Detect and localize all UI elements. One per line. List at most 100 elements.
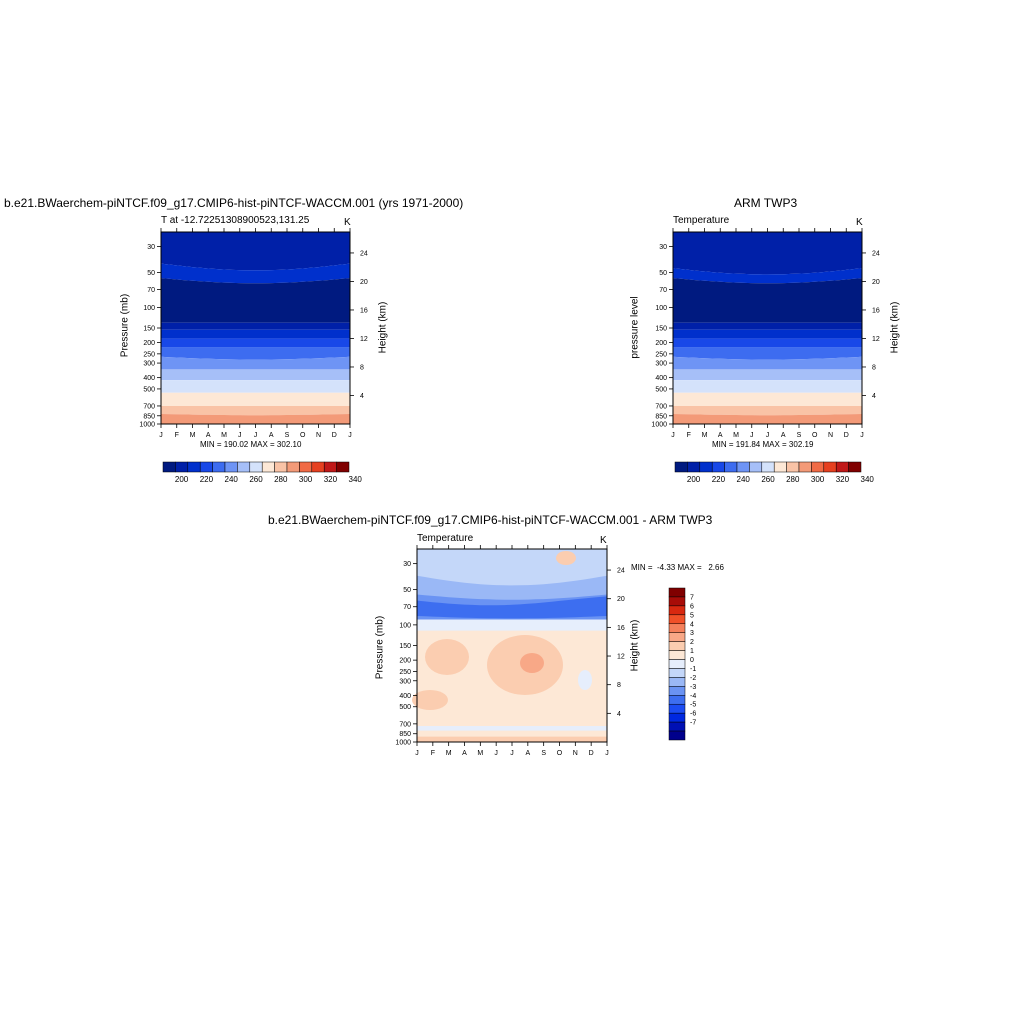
diff-band-4 (417, 619, 607, 631)
right-x-tick-label: J (766, 432, 770, 439)
right-colorbar-box (761, 461, 775, 473)
diff-colorbar-label: 1 (690, 648, 694, 655)
right-plot-title: ARM TWP3 (734, 196, 798, 210)
left-x-tick-label: J (348, 432, 352, 439)
right-band-8 (673, 369, 862, 381)
left-plot-title: b.e21.BWaerchem-piNTCF.f09_g17.CMIP6-his… (4, 196, 464, 210)
left-y-tick-label: 70 (147, 287, 155, 294)
left-colorbar-box (224, 461, 238, 473)
right-band-5 (673, 338, 862, 348)
left-y-tick-label: 850 (143, 413, 155, 420)
diff-y-tick-label: 850 (399, 731, 411, 738)
diff-y-tick-label: 250 (399, 669, 411, 676)
right-colorbar-label: 220 (712, 475, 726, 484)
left-colorbar-box (199, 461, 213, 473)
diff-y-tick-label: 1000 (395, 740, 411, 747)
right-colorbar-box (674, 461, 688, 473)
left-colorbar-label: 300 (299, 475, 313, 484)
right-colorbar-label: 340 (861, 475, 875, 484)
diff-colorbar-box (668, 668, 686, 678)
left-colorbar-box (237, 461, 251, 473)
left-colorbar-label: 240 (225, 475, 239, 484)
left-colorbar-box (261, 461, 275, 473)
left-band-10 (161, 392, 350, 406)
diff-colorbar-box (668, 596, 686, 607)
diff-y-axis-label: Pressure (mb) (374, 615, 386, 680)
left-x-tick-label: S (285, 432, 290, 439)
diff-plot-title: b.e21.BWaerchem-piNTCF.f09_g17.CMIP6-his… (268, 513, 713, 527)
diff-colorbar-label: 2 (690, 639, 694, 646)
diff-x-tick-label: D (589, 750, 594, 757)
right-x-tick-label: N (828, 432, 833, 439)
diff-y-tick-label: 30 (403, 561, 411, 568)
left-band-7 (161, 356, 350, 370)
diff-colorbar-box (668, 659, 686, 669)
right-x-tick-label: S (797, 432, 802, 439)
diff-colorbar-label: 6 (690, 603, 694, 610)
right-x-tick-label: M (733, 432, 739, 439)
left-y-tick-label: 150 (143, 326, 155, 333)
diff-y-tick-label: 150 (399, 643, 411, 650)
left-colorbar-box (336, 461, 350, 473)
right-band-0 (673, 232, 862, 275)
left-y-tick-label: 30 (147, 244, 155, 251)
left-x-tick-label: J (238, 432, 242, 439)
right-y-tick-label: 850 (655, 413, 667, 420)
right-x-tick-label: A (781, 432, 786, 439)
diff-colorbar-box (668, 623, 686, 633)
left-y-tick-label: 50 (147, 270, 155, 277)
left-colorbar-box (299, 461, 313, 473)
diff-colorbar-label: -4 (690, 693, 696, 700)
diff-colorbar-box (668, 587, 686, 598)
right-y-tick-label: 500 (655, 386, 667, 393)
left-colorbar-box (274, 461, 288, 473)
left-band-5 (161, 338, 350, 348)
diff-colorbar-label: 4 (690, 621, 694, 628)
diff-colorbar-label: 7 (690, 594, 694, 601)
right-y-tick-label: 300 (655, 361, 667, 368)
right-x-tick-label: O (812, 432, 818, 439)
left-band-11 (161, 406, 350, 416)
left-y-tick-label: 700 (143, 403, 155, 410)
diff-y-tick-label: 300 (399, 678, 411, 685)
diff-y-tick-label: 70 (403, 604, 411, 611)
left-x-tick-label: M (190, 432, 196, 439)
right-colorbar-box (811, 461, 825, 473)
left-x-tick-label: J (159, 432, 163, 439)
right-band-2 (673, 278, 862, 323)
left-colorbar-label: 280 (274, 475, 288, 484)
right-band-10 (673, 392, 862, 406)
right-h-tick-label: 12 (872, 336, 880, 343)
right-colorbar-box (835, 461, 849, 473)
diff-y-tick-label: 100 (399, 622, 411, 629)
diff-h-tick-label: 8 (617, 682, 621, 689)
diff-colorbar-label: 0 (690, 657, 694, 664)
right-y-tick-label: 50 (659, 270, 667, 277)
right-colorbar-label: 280 (786, 475, 800, 484)
left-y-tick-label: 400 (143, 375, 155, 382)
right-y-axis-right-label: Height (km) (889, 301, 901, 354)
diff-colorbar-label: 3 (690, 630, 694, 637)
left-plot-units: K (344, 217, 351, 228)
diff-y-tick-label: 700 (399, 721, 411, 728)
right-y-tick-label: 150 (655, 326, 667, 333)
left-x-tick-label: J (254, 432, 258, 439)
left-colorbar-label: 200 (175, 475, 189, 484)
right-stats: MIN = 191.84 MAX = 302.19 (712, 440, 814, 449)
diff-x-tick-label: O (557, 750, 563, 757)
diff-colorbar-box (668, 677, 686, 687)
diff-y-tick-label: 200 (399, 658, 411, 665)
right-x-tick-label: J (860, 432, 864, 439)
right-band-12 (673, 414, 862, 424)
left-h-tick-label: 4 (360, 393, 364, 400)
diff-colorbar-box (668, 650, 686, 660)
right-band-11 (673, 406, 862, 416)
left-band-6 (161, 347, 350, 360)
right-y-tick-label: 400 (655, 375, 667, 382)
diff-x-tick-label: S (541, 750, 546, 757)
left-x-tick-label: A (206, 432, 211, 439)
diff-colorbar-box (668, 605, 686, 616)
diff-x-tick-label: A (462, 750, 467, 757)
left-plot-subtitle: T at -12.72251308900523,131.25 (161, 215, 310, 226)
diff-colorbar-box (668, 703, 686, 714)
